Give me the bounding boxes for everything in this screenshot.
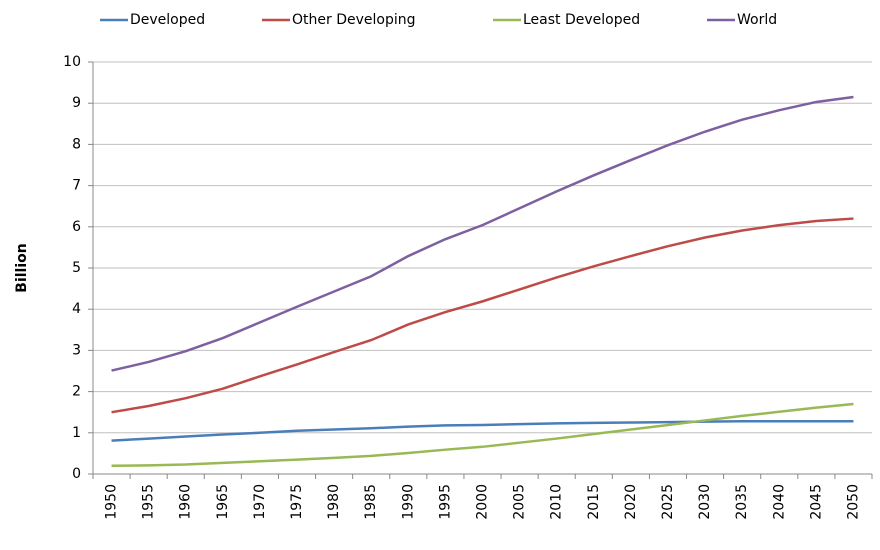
x-tick-label: 1970 [252, 484, 268, 520]
y-tick-label: 8 [72, 136, 81, 152]
x-tick-label: 2035 [734, 484, 750, 520]
y-tick-label: 2 [72, 384, 81, 400]
y-tick-label: 6 [72, 219, 81, 235]
y-tick-label: 5 [72, 260, 81, 276]
y-tick-label: 7 [72, 178, 81, 194]
y-tick-label: 10 [63, 54, 81, 70]
x-tick-label: 1965 [215, 484, 231, 520]
line [111, 402, 854, 468]
y-tick-label: 9 [72, 95, 81, 111]
x-tick-label: 1985 [363, 484, 379, 520]
legend-label: Developed [130, 12, 205, 28]
y-tick-label: 1 [72, 425, 81, 441]
y-tick-label: 3 [72, 342, 81, 358]
x-tick-label: 2045 [808, 484, 824, 520]
x-tick-label: 1995 [437, 484, 453, 520]
x-tick-label: 1990 [400, 484, 416, 520]
x-tick-label: 2030 [697, 484, 713, 520]
x-tick-label: 2050 [845, 484, 861, 520]
y-tick-label: 4 [72, 301, 81, 317]
legend-label: Least Developed [523, 12, 640, 28]
x-tick-label: 1950 [104, 484, 120, 520]
line [111, 217, 854, 414]
x-tick-label: 1955 [141, 484, 157, 520]
x-tick-label: 1980 [326, 484, 342, 520]
x-tick-label: 2040 [771, 484, 787, 520]
x-tick-label: 2025 [660, 484, 676, 520]
line [111, 420, 854, 442]
x-tick-label: 2010 [549, 484, 565, 520]
x-tick-label: 2000 [475, 484, 491, 520]
y-tick-label: 0 [72, 466, 81, 482]
x-tick-label: 2015 [586, 484, 602, 520]
x-tick-label: 2005 [512, 484, 528, 520]
x-tick-label: 2020 [623, 484, 639, 520]
line [111, 95, 854, 372]
y-axis-label: Billion [14, 243, 30, 292]
x-tick-label: 1975 [289, 484, 305, 520]
x-tick-label: 1960 [178, 484, 194, 520]
legend-label: World [737, 12, 777, 28]
legend-label: Other Developing [292, 12, 415, 28]
